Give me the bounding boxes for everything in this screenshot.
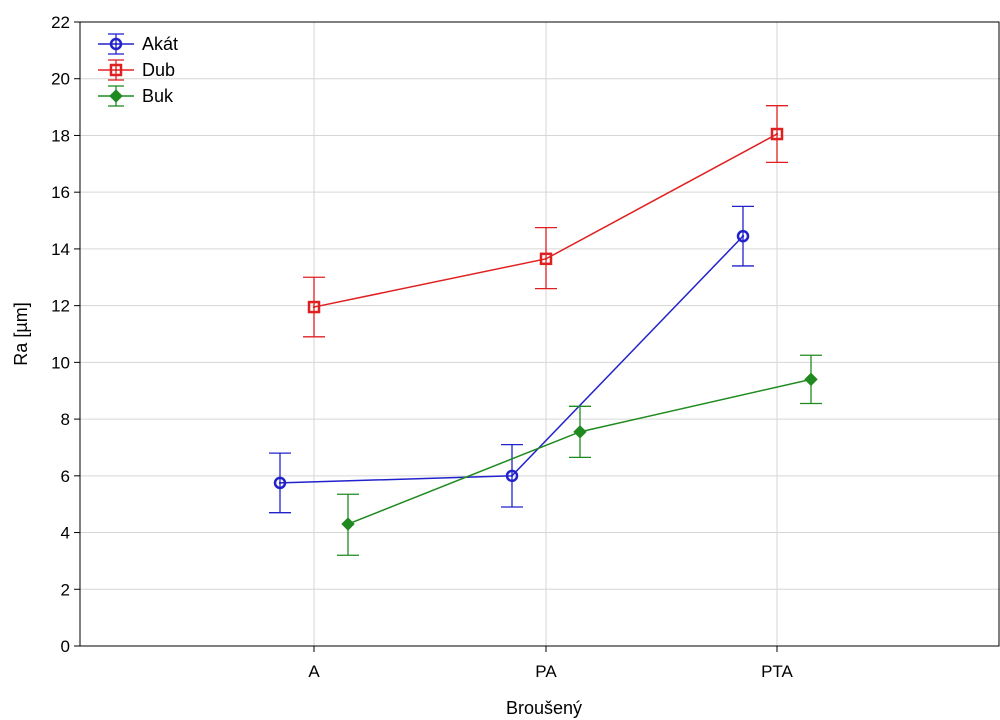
x-tick-label: PTA (761, 662, 793, 681)
y-tick-label: 0 (61, 637, 70, 656)
marker-diamond (804, 372, 818, 387)
marker-center (114, 42, 118, 46)
x-tick-label: PA (535, 662, 557, 681)
legend-item: Dub (98, 59, 175, 81)
y-axis-ticks: 0 2 4 6 8 10 12 14 16 18 20 22 (51, 13, 80, 656)
marker-center (741, 234, 745, 238)
y-tick-label: 6 (61, 467, 70, 486)
marker-square (770, 127, 784, 141)
legend-item: Akát (98, 33, 178, 55)
gridlines (80, 22, 1000, 646)
y-tick-label: 2 (61, 580, 70, 599)
y-tick-label: 12 (51, 297, 70, 316)
y-tick-label: 16 (51, 183, 70, 202)
y-tick-label: 20 (51, 70, 70, 89)
series-Buk (337, 354, 822, 556)
series-Dub (303, 105, 788, 338)
marker-center (312, 305, 316, 309)
y-axis-title: Ra [µm] (11, 302, 31, 365)
legend: Akát Dub Buk (98, 33, 178, 107)
x-axis-title: Broušený (506, 698, 582, 718)
legend-label: Akát (142, 34, 178, 54)
marker-circle (736, 229, 750, 243)
y-tick-label: 22 (51, 13, 70, 32)
marker-square (539, 252, 553, 266)
marker-square (109, 63, 123, 77)
x-tick-label: A (308, 662, 320, 681)
x-axis-ticks: A PA PTA (308, 646, 794, 681)
marker-diamond (573, 425, 587, 439)
legend-item: Buk (98, 85, 174, 107)
marker-center (510, 474, 514, 478)
legend-label: Buk (142, 86, 174, 106)
marker-circle (505, 469, 519, 483)
series-Akát (269, 205, 754, 514)
marker-diamond (109, 89, 123, 103)
series-layer (269, 105, 822, 556)
marker-circle (273, 476, 287, 490)
y-tick-label: 18 (51, 126, 70, 145)
marker-center (114, 68, 118, 72)
y-tick-label: 10 (51, 353, 70, 372)
y-tick-label: 14 (51, 240, 70, 259)
marker-circle (109, 37, 123, 51)
marker-center (544, 257, 548, 261)
plot-frame (79, 21, 1000, 647)
marker-center (775, 132, 779, 136)
marker-center (278, 481, 282, 485)
marker-square (307, 300, 321, 314)
y-tick-label: 8 (61, 410, 70, 429)
legend-label: Dub (142, 60, 175, 80)
y-tick-label: 4 (61, 524, 70, 543)
marker-diamond (341, 517, 355, 531)
